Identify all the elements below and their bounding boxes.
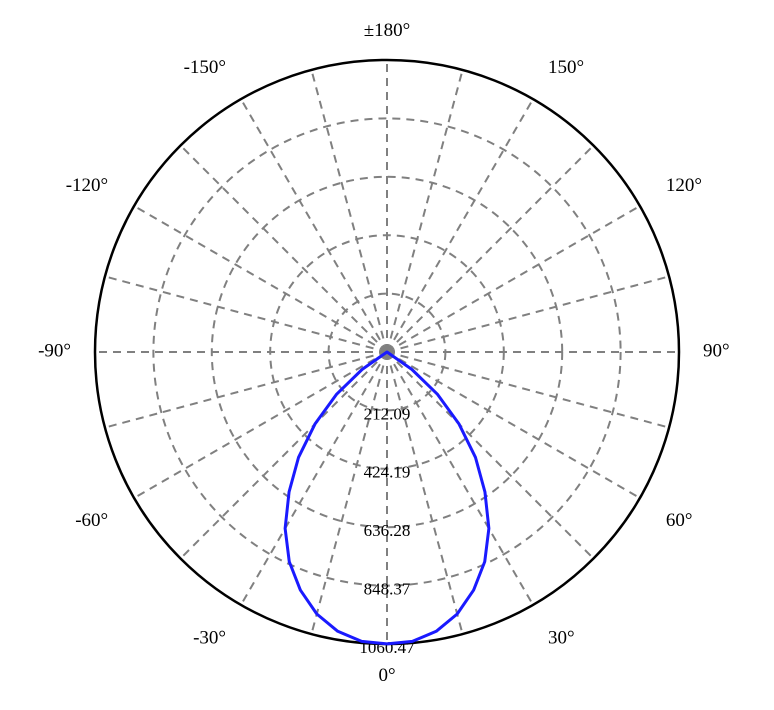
radial-label: 848.37 [364, 580, 411, 599]
grid-spoke [134, 206, 387, 352]
grid-spoke [387, 99, 533, 352]
angle-label: ±180° [364, 20, 411, 41]
grid-spoke [241, 99, 387, 352]
angle-label: -90° [38, 340, 71, 361]
radial-label: 636.28 [364, 521, 411, 540]
angle-label: -120° [66, 175, 108, 196]
grid-spoke [134, 352, 387, 498]
grid-spoke [387, 206, 640, 352]
radial-label: 424.19 [364, 463, 411, 482]
polar-chart-svg: 212.09424.19636.28848.371060.470°30°60°9… [0, 0, 774, 705]
angle-label: 120° [666, 175, 702, 196]
grid-spoke [387, 352, 640, 498]
angle-label: 0° [378, 665, 395, 686]
grid-spoke [105, 276, 387, 352]
angle-label: 30° [548, 628, 575, 649]
grid-spoke [311, 70, 387, 352]
angle-label: 60° [666, 510, 693, 531]
angle-label: -60° [75, 510, 108, 531]
grid-spoke [387, 276, 669, 352]
grid-spoke [387, 146, 593, 352]
grid-spoke [181, 146, 387, 352]
grid-spoke [105, 352, 387, 428]
angle-label: 90° [703, 340, 730, 361]
angle-label: -150° [184, 57, 226, 78]
angle-label: -30° [193, 628, 226, 649]
polar-chart-container: 212.09424.19636.28848.371060.470°30°60°9… [0, 0, 774, 705]
angle-label: 150° [548, 57, 584, 78]
grid-spoke [387, 70, 463, 352]
radial-label: 212.09 [364, 404, 411, 423]
grid-spoke [387, 352, 669, 428]
